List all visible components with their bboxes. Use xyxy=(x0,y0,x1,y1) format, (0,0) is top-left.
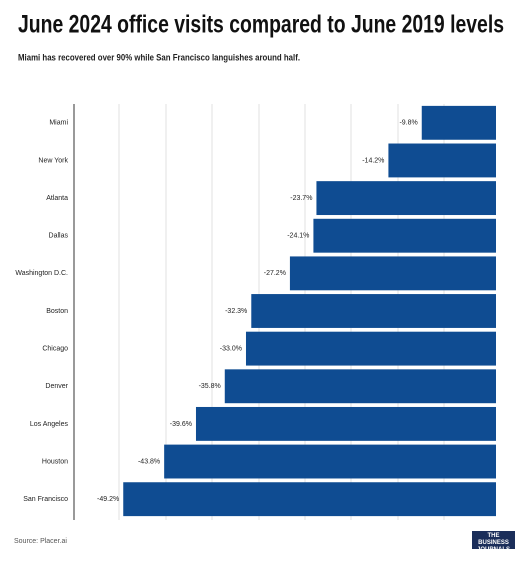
y-tick-label: Houston xyxy=(42,458,68,465)
bar xyxy=(313,218,496,253)
y-tick-label: Denver xyxy=(45,383,68,390)
value-label: -39.6% xyxy=(170,421,192,428)
bar xyxy=(388,143,496,178)
bar xyxy=(164,444,496,479)
y-tick-label: New York xyxy=(38,157,68,164)
y-tick-label: Chicago xyxy=(42,345,68,352)
logo-box xyxy=(472,531,515,549)
logo: THE BUSINESS JOURNALS xyxy=(477,533,510,549)
bar xyxy=(251,294,496,328)
y-tick-label: Miami xyxy=(49,120,68,127)
value-label: -23.7% xyxy=(290,195,312,202)
y-tick-label: Boston xyxy=(46,308,68,315)
value-label: -32.3% xyxy=(225,308,247,315)
value-label: -24.1% xyxy=(287,233,309,240)
y-tick-label: Los Angeles xyxy=(30,421,69,428)
value-label: -9.8% xyxy=(399,120,417,127)
bar xyxy=(123,482,496,517)
bar xyxy=(224,369,496,404)
y-tick-label: Washington D.C. xyxy=(15,270,68,277)
bar xyxy=(245,331,496,366)
y-tick-label: San Francisco xyxy=(23,496,68,503)
bar xyxy=(195,406,496,441)
value-label: -33.0% xyxy=(220,345,242,352)
bar xyxy=(421,105,496,140)
chart-subtitle: Miami has recovered over 90% while San F… xyxy=(18,52,300,62)
value-label: -14.2% xyxy=(362,157,384,164)
source: Source: Placer.ai xyxy=(14,538,67,545)
logo-wrap: THE BUSINESS JOURNALS xyxy=(477,533,510,549)
chart-title: June 2024 office visits compared to June… xyxy=(18,11,504,39)
bar xyxy=(316,181,496,216)
value-label: -27.2% xyxy=(264,270,286,277)
bar xyxy=(289,256,496,291)
y-tick-label: Atlanta xyxy=(46,195,68,202)
value-label: -43.8% xyxy=(138,458,160,465)
y-tick-label: Dallas xyxy=(49,233,69,240)
value-label: -49.2% xyxy=(97,496,119,503)
value-label: -35.8% xyxy=(199,383,221,390)
